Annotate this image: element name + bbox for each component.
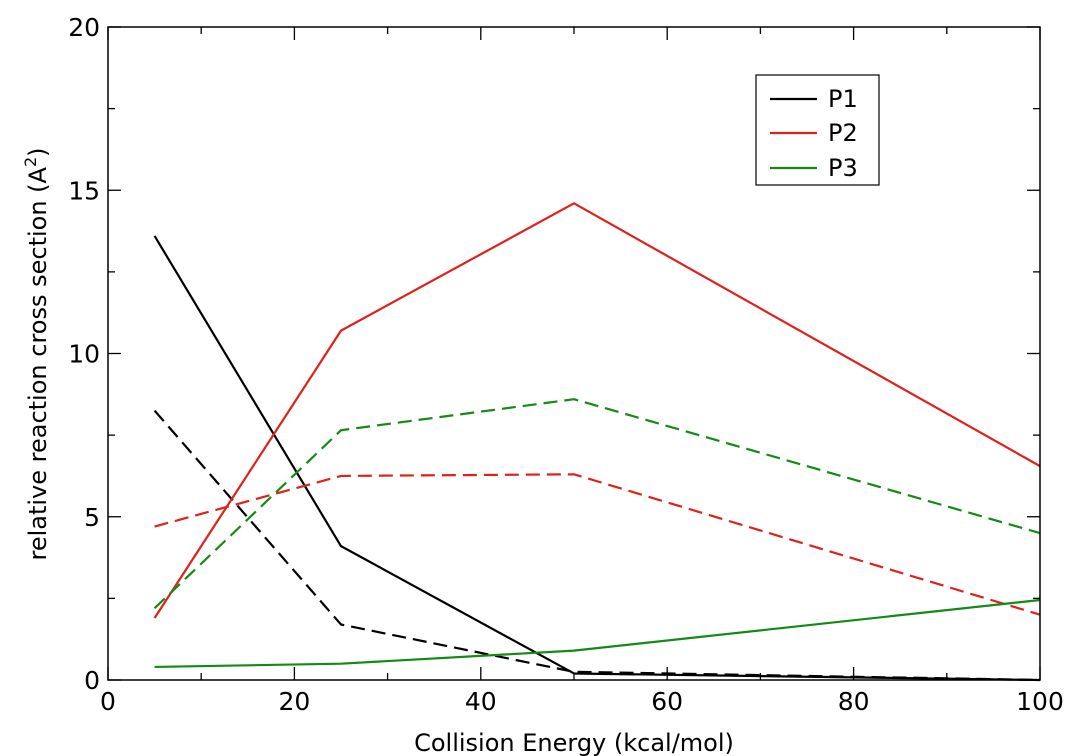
series-line-p2-dashed <box>154 473 1041 616</box>
x-axis-title: Collision Energy (kcal/mol) <box>414 729 734 756</box>
legend-label-p1: P1 <box>828 85 858 113</box>
legend: P1 P2 P3 <box>755 74 880 186</box>
y-axis-title-suffix: ) <box>24 147 52 156</box>
series-line-p3-dashed <box>153 398 1041 609</box>
y-axis-title-main: relative reaction cross section (A <box>24 166 52 560</box>
x-tick-label: 40 <box>465 687 497 716</box>
series-line-p2-solid <box>153 202 1041 619</box>
y-axis-title: relative reaction cross section (A2) <box>21 147 52 560</box>
x-tick-label: 0 <box>100 687 116 716</box>
legend-box <box>755 74 880 186</box>
y-tick-label: 5 <box>84 503 100 532</box>
y-tick-label: 10 <box>68 340 100 369</box>
y-tick-label: 15 <box>68 176 100 205</box>
x-tick-label: 100 <box>1016 687 1064 716</box>
plot-frame <box>107 26 1041 681</box>
y-tick-label: 20 <box>68 13 100 42</box>
x-tick-label: 60 <box>651 687 683 716</box>
series-layer <box>153 202 1041 682</box>
x-tick-label: 20 <box>278 687 310 716</box>
series-line-p3-solid <box>154 598 1041 669</box>
legend-label-p3: P3 <box>828 154 858 182</box>
legend-label-p2: P2 <box>828 119 858 147</box>
y-axis-title-superscript: 2 <box>21 157 40 167</box>
x-tick-label: 80 <box>838 687 870 716</box>
series-line-p1-solid <box>153 235 1041 682</box>
y-tick-label: 0 <box>84 666 100 695</box>
series-line-p1-dashed <box>153 409 1041 682</box>
ticks-layer: 0 20 40 60 80 100 0 5 10 15 20 <box>68 13 1064 716</box>
